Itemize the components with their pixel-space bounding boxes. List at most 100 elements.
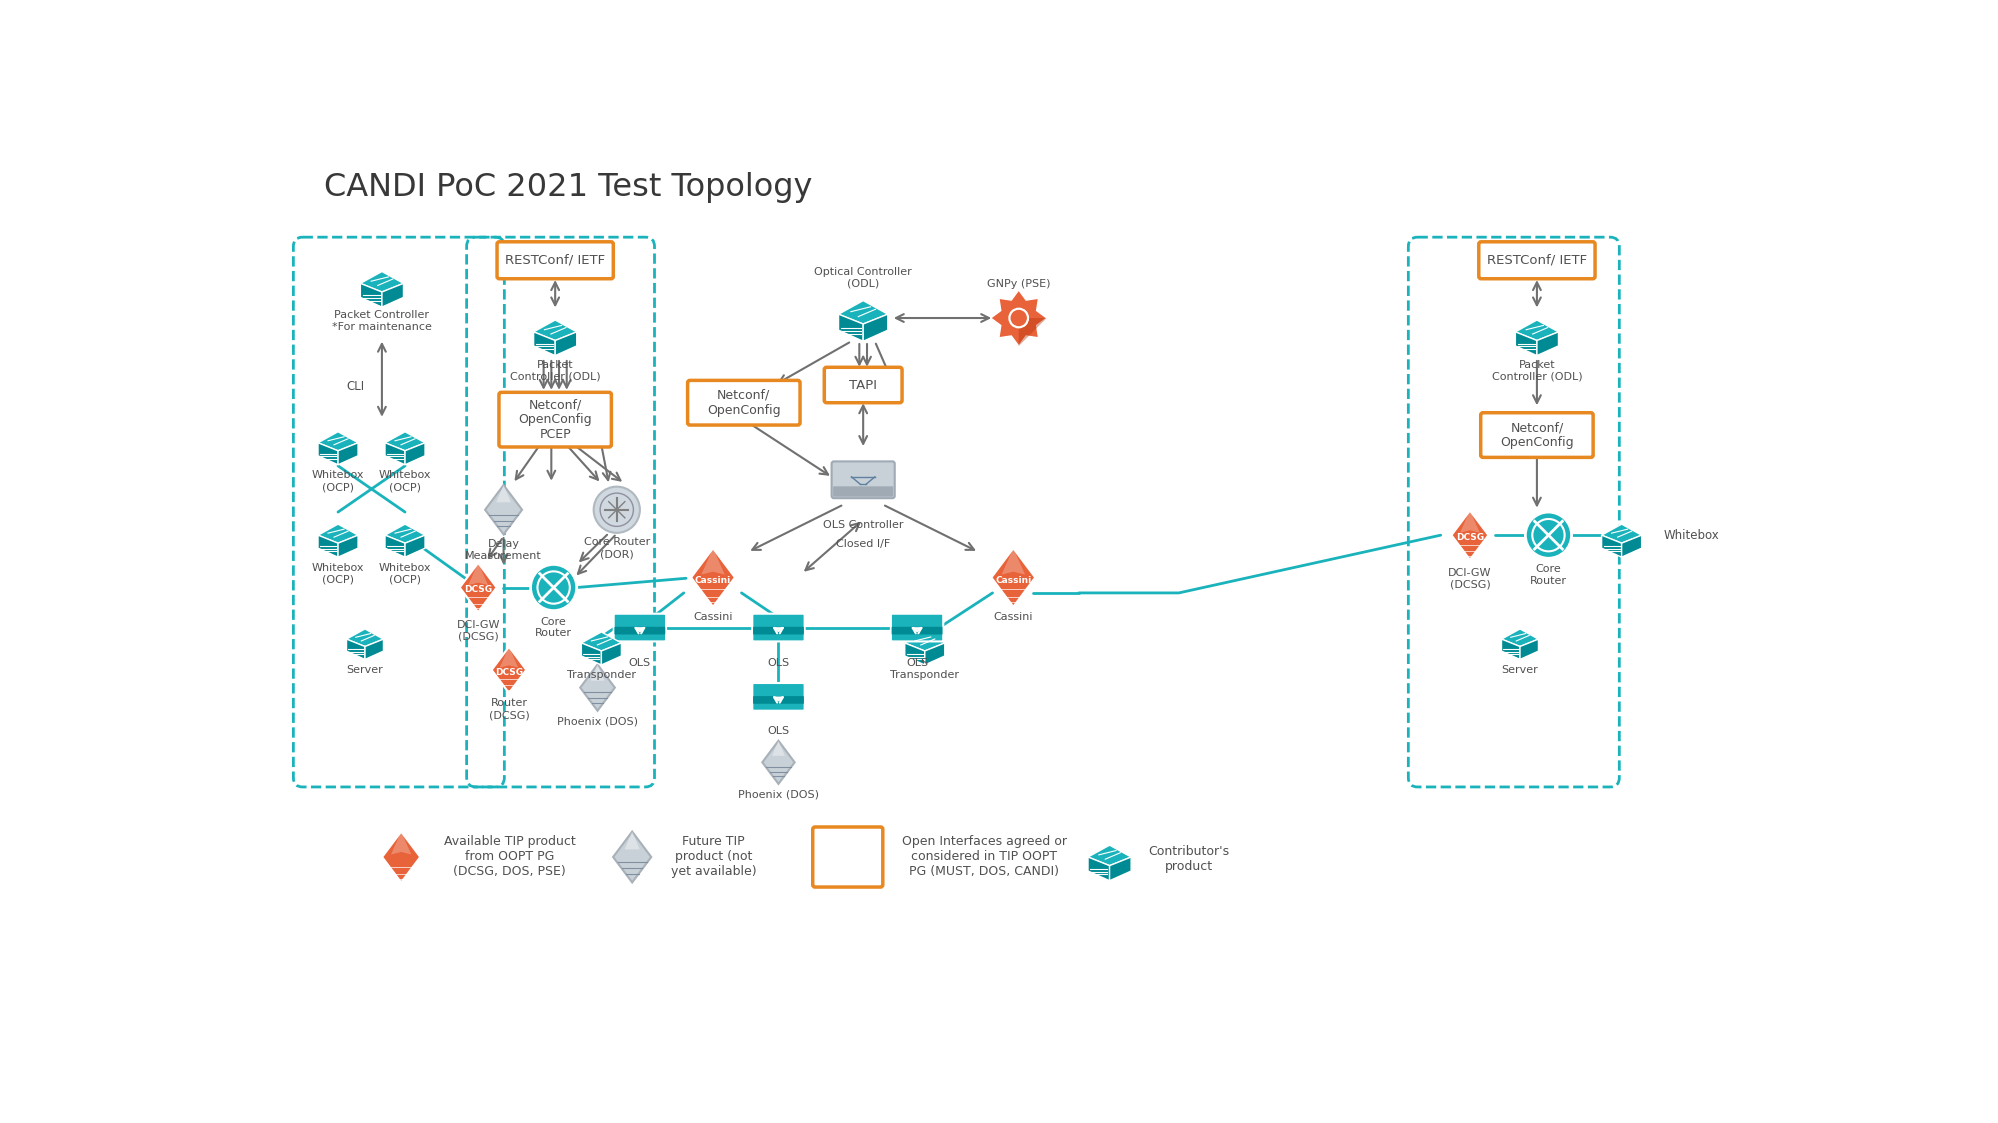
Polygon shape	[581, 643, 601, 665]
FancyBboxPatch shape	[498, 241, 613, 279]
Polygon shape	[1600, 524, 1640, 544]
FancyBboxPatch shape	[1481, 413, 1592, 457]
Polygon shape	[1600, 536, 1620, 557]
FancyBboxPatch shape	[753, 627, 803, 634]
Polygon shape	[623, 832, 639, 849]
Polygon shape	[492, 647, 525, 693]
Polygon shape	[382, 283, 404, 307]
FancyBboxPatch shape	[753, 696, 803, 704]
FancyBboxPatch shape	[1479, 241, 1594, 279]
Circle shape	[1009, 309, 1027, 328]
Polygon shape	[1019, 318, 1047, 346]
FancyBboxPatch shape	[823, 367, 901, 403]
Text: OLS: OLS	[767, 658, 789, 668]
Text: DCSG: DCSG	[1455, 533, 1483, 542]
Polygon shape	[555, 332, 577, 356]
Polygon shape	[318, 431, 358, 450]
Polygon shape	[991, 290, 1047, 346]
Polygon shape	[1536, 332, 1558, 356]
Polygon shape	[318, 524, 358, 544]
Text: RESTConf/ IETF: RESTConf/ IETF	[505, 254, 605, 267]
Polygon shape	[905, 632, 945, 651]
Text: Cassini: Cassini	[995, 576, 1031, 585]
Polygon shape	[837, 314, 863, 341]
Text: Packet
Controller (ODL): Packet Controller (ODL)	[1491, 359, 1582, 381]
Circle shape	[593, 486, 639, 532]
Polygon shape	[460, 563, 496, 612]
Text: Router
(DCSG): Router (DCSG)	[488, 699, 529, 720]
Polygon shape	[346, 629, 384, 647]
Text: Whitebox
(OCP): Whitebox (OCP)	[378, 563, 432, 584]
Polygon shape	[338, 536, 358, 557]
FancyBboxPatch shape	[751, 613, 805, 641]
Text: Whitebox
(OCP): Whitebox (OCP)	[312, 471, 364, 492]
Polygon shape	[392, 832, 412, 855]
Text: Whitebox
(OCP): Whitebox (OCP)	[378, 471, 432, 492]
FancyBboxPatch shape	[891, 627, 941, 634]
Polygon shape	[1087, 857, 1109, 880]
Polygon shape	[991, 548, 1035, 606]
Polygon shape	[386, 431, 426, 450]
Text: Whitebox: Whitebox	[1662, 529, 1718, 541]
Text: Cassini: Cassini	[993, 612, 1033, 622]
Text: Core
Router: Core Router	[535, 617, 571, 638]
Circle shape	[529, 565, 577, 611]
Polygon shape	[406, 442, 426, 465]
Circle shape	[1524, 512, 1570, 558]
Polygon shape	[500, 647, 517, 667]
Text: OLS: OLS	[905, 658, 927, 668]
Polygon shape	[1451, 511, 1489, 559]
Polygon shape	[460, 587, 496, 612]
FancyBboxPatch shape	[687, 381, 799, 424]
Text: OLS: OLS	[629, 658, 651, 668]
Polygon shape	[1500, 629, 1538, 647]
FancyBboxPatch shape	[831, 462, 895, 499]
Polygon shape	[360, 272, 404, 292]
Polygon shape	[1514, 332, 1536, 356]
Polygon shape	[386, 536, 406, 557]
Polygon shape	[406, 536, 426, 557]
Polygon shape	[486, 485, 521, 535]
Polygon shape	[1514, 320, 1558, 340]
Polygon shape	[533, 332, 555, 356]
Polygon shape	[991, 577, 1035, 606]
Polygon shape	[1001, 548, 1025, 575]
Polygon shape	[492, 670, 525, 693]
FancyBboxPatch shape	[613, 613, 665, 641]
Polygon shape	[863, 314, 887, 341]
Polygon shape	[386, 442, 406, 465]
Polygon shape	[579, 665, 615, 711]
Text: Cassini: Cassini	[693, 612, 733, 622]
Text: DCSG: DCSG	[496, 668, 523, 677]
Text: Core Router
(DOR): Core Router (DOR)	[583, 538, 649, 559]
Text: Optical Controller
(ODL): Optical Controller (ODL)	[813, 267, 911, 289]
Text: Whitebox
(OCP): Whitebox (OCP)	[312, 563, 364, 584]
FancyBboxPatch shape	[833, 486, 893, 496]
Text: Available TIP product
from OOPT PG
(DCSG, DOS, PSE): Available TIP product from OOPT PG (DCSG…	[444, 836, 575, 878]
Polygon shape	[496, 485, 511, 502]
Polygon shape	[1518, 639, 1538, 659]
Text: Closed I/F: Closed I/F	[835, 539, 889, 549]
Text: GNPy (PSE): GNPy (PSE)	[987, 279, 1049, 289]
Text: Contributor's
product: Contributor's product	[1147, 846, 1229, 874]
Polygon shape	[366, 639, 384, 659]
Text: OLS: OLS	[767, 727, 789, 736]
Polygon shape	[346, 639, 366, 659]
Polygon shape	[382, 832, 420, 883]
Polygon shape	[691, 577, 735, 606]
Polygon shape	[1500, 639, 1518, 659]
Polygon shape	[1620, 536, 1640, 557]
Text: DCSG: DCSG	[464, 585, 492, 594]
FancyBboxPatch shape	[891, 613, 943, 641]
Polygon shape	[1451, 536, 1489, 559]
Polygon shape	[601, 643, 621, 665]
Text: Open Interfaces agreed or
considered in TIP OOPT
PG (MUST, DOS, CANDI): Open Interfaces agreed or considered in …	[901, 836, 1067, 878]
FancyBboxPatch shape	[613, 627, 665, 634]
Text: Server: Server	[346, 665, 384, 675]
Circle shape	[1011, 310, 1027, 326]
Text: Core
Router: Core Router	[1528, 565, 1566, 586]
Polygon shape	[837, 301, 887, 325]
Text: Server: Server	[1500, 665, 1538, 675]
Polygon shape	[468, 563, 488, 585]
Polygon shape	[318, 536, 338, 557]
